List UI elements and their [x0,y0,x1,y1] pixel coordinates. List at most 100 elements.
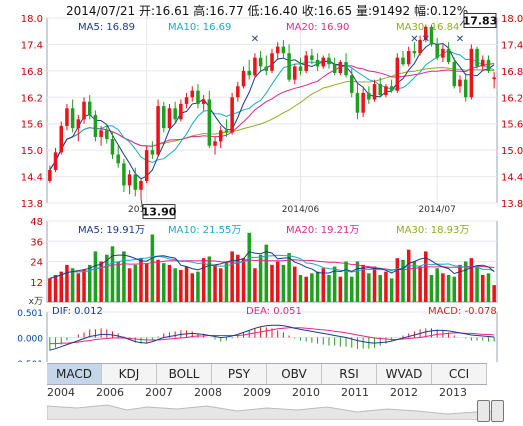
volume-bar [65,264,69,302]
header-low-label: 低: [247,4,264,18]
timeline-right-handle[interactable] [491,400,504,422]
candle-body [446,48,451,63]
candle-body [247,70,251,76]
volume-bar [70,268,75,302]
price-tick-right: 13.8 [501,199,523,210]
timeline-left-handle[interactable] [477,400,490,422]
candle-body [139,180,143,190]
volume-bar [48,278,52,302]
tab-kdj[interactable]: KDJ [102,364,157,384]
candle-body [65,108,69,126]
tab-macd[interactable]: MACD [47,364,102,384]
volume-bar [224,261,229,302]
candle-body [196,90,200,104]
volume-bar [395,258,400,302]
candle-body [127,174,132,186]
volume-bar [441,273,445,302]
price-tick-right: 17.4 [501,40,523,51]
volume-bar [122,251,126,302]
timeline-year[interactable]: 2011 [341,386,369,399]
volume-bar [133,264,138,302]
timeline-year[interactable]: 2007 [145,386,173,399]
annotation-box [463,12,497,28]
candle-body [184,97,189,104]
candle-body [429,26,434,45]
candle-body [213,141,217,146]
price-tick-left: 14.4 [21,173,43,184]
volume-bar [93,251,98,302]
timeline-year[interactable]: 2004 [47,386,75,399]
timeline-year[interactable]: 2010 [292,386,320,399]
ma10-line [49,50,495,171]
timeline-year[interactable]: 2006 [96,386,124,399]
volume-bar [281,264,286,302]
dif-line [49,324,495,351]
ma-legend-ma20: MA20: 16.90 [286,22,349,33]
candle-body [179,103,183,120]
date-tick-label: 2014/07 [418,205,455,215]
vol-legend-ma30: MA30: 18.93万 [396,225,469,236]
volume-bar [401,259,405,302]
candle-body [435,44,439,58]
vol-legend-ma5: MA5: 19.91万 [78,225,145,236]
candle-body [475,48,479,67]
header-high-label: 高: [193,4,210,18]
tab-boll[interactable]: BOLL [157,364,212,384]
volume-bar [247,232,251,302]
volume-bar [236,254,240,302]
volume-bar [412,261,417,302]
volume-tick: 48 [30,217,43,228]
volume-bar [355,261,360,302]
volume-tick: 36 [30,237,43,248]
volume-bar [139,258,143,302]
volume-bar [298,275,303,302]
tab-psy[interactable]: PSY [212,364,267,384]
price-tick-right: 15.6 [501,120,523,131]
candle-body [236,86,240,98]
candle-body [105,130,109,140]
price-tick-left: 18.0 [21,14,43,25]
timeline-year[interactable]: 2013 [439,386,467,399]
annotation-label: 13.90 [142,206,177,219]
timeline-year[interactable]: 2009 [243,386,271,399]
header-close-label: 收: [301,4,318,18]
timeline-year[interactable]: 2012 [390,386,418,399]
volume-bar [76,273,81,302]
candle-body [218,130,223,142]
candle-body [93,114,98,137]
timeline-navigator[interactable]: 2004 2006 2007 2008 2009 2010 2011 2012 2013 [47,384,504,422]
timeline-year[interactable]: 2008 [194,386,222,399]
tab-obv[interactable]: OBV [267,364,322,384]
candle-body [406,51,411,65]
volume-bar [156,259,160,302]
volume-bar [384,271,388,302]
volume-bar [116,261,120,302]
candle-body [315,59,320,67]
volume-tick: 12 [30,278,43,289]
candle-body [321,57,326,67]
event-marker-icon: ✕ [410,34,418,45]
candle-body [384,86,388,96]
price-tick-right: 14.4 [501,173,523,184]
volume-bar [429,275,434,302]
header-open-label: 开: [139,4,156,18]
candle-body [82,101,86,120]
candle-body [458,79,462,87]
header-open: 16.61 [155,4,190,18]
stock-chart[interactable]: 18.0 18.0 17.4 17.4 16.8 16.8 16.2 16.2 15.6 15.6… [0,0,523,362]
tab-rsi[interactable]: RSI [322,364,377,384]
volume-bar [264,244,269,302]
volume-bar [452,276,457,302]
candle-body [412,51,417,54]
volume-bar [372,266,377,302]
macd-tick: 0.501 [17,309,43,319]
candle-body [190,90,195,98]
candle-body [167,108,172,129]
volume-bar [327,275,331,302]
candle-body [241,70,246,87]
header-change: 0.12% [430,4,469,18]
tab-wvad[interactable]: WVAD [377,364,432,384]
tab-cci[interactable]: CCI [432,364,487,384]
volume-bar [275,261,280,302]
volume-bar [207,256,212,302]
